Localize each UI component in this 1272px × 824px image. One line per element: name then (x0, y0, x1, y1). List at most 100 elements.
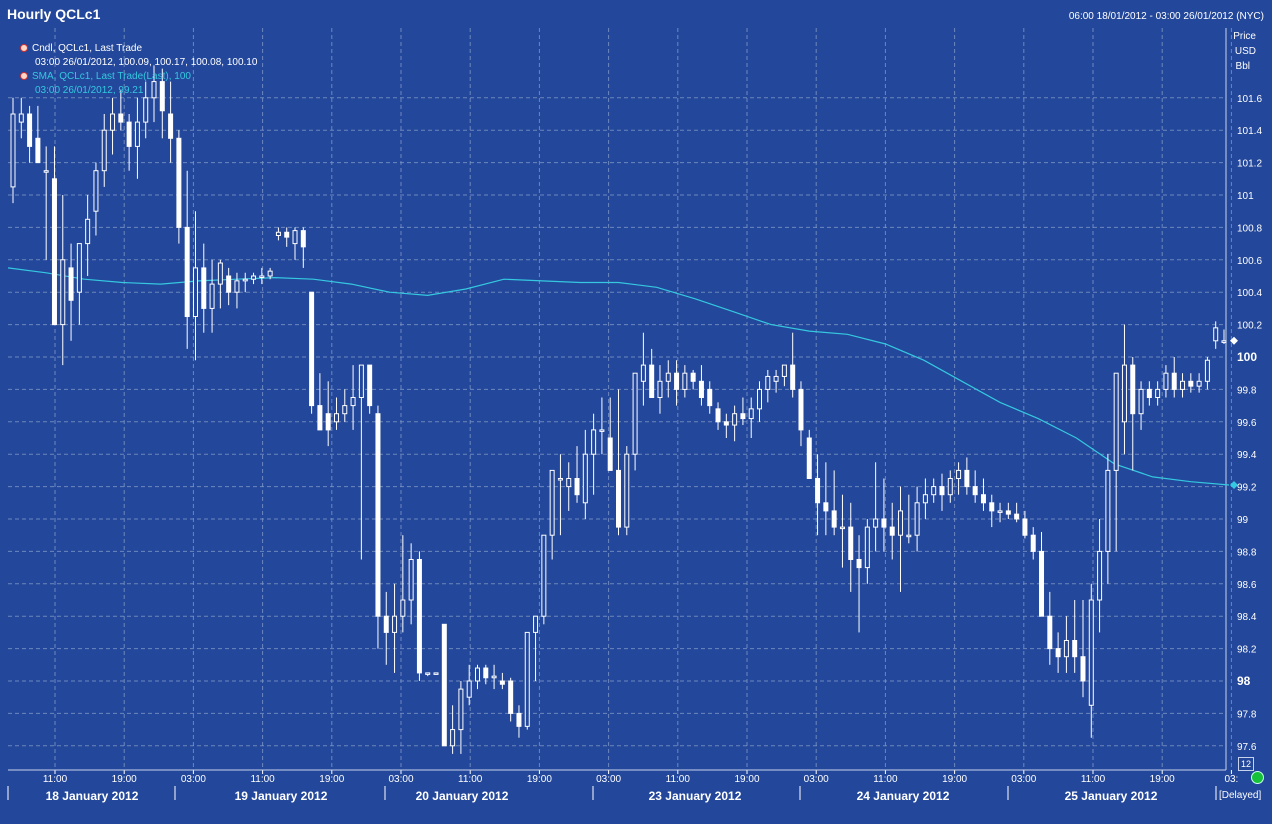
candle-body (284, 231, 290, 238)
candle-body (275, 231, 281, 236)
legend-sma-values: 03:00 26/01/2012, 99.21 (35, 85, 144, 96)
y-tick-label: 99.8 (1237, 385, 1257, 396)
candle-body (541, 534, 547, 617)
candle-legend-dot-icon (20, 44, 28, 53)
candle-body (10, 113, 16, 188)
candle-body (1171, 372, 1177, 390)
candle-body (483, 667, 489, 679)
y-tick-label: 100.4 (1237, 288, 1262, 299)
x-tick-label: 19:00 (942, 774, 967, 785)
candle-body (292, 230, 298, 245)
candle-body (1088, 599, 1094, 706)
candle-body (267, 270, 273, 277)
date-label: 19 January 2012 (235, 789, 328, 803)
y-tick-label: 101.6 (1237, 94, 1262, 105)
candle-body (757, 388, 763, 410)
last-value-markers (1230, 336, 1238, 489)
legend-candle[interactable]: Cndl, QCLc1, Last Trade (20, 43, 142, 54)
candle-body (68, 267, 74, 301)
y-tick-label: 97.8 (1237, 709, 1257, 720)
y-tick-label: 100.2 (1237, 321, 1262, 332)
y-tick-label: 98.2 (1237, 645, 1257, 656)
candle-body (956, 469, 962, 479)
candle-body (1063, 640, 1069, 658)
candle-body (51, 178, 57, 326)
y-tick-label: 99.2 (1237, 483, 1257, 494)
candle-body (815, 478, 821, 504)
x-tick-label: 11:00 (666, 774, 691, 785)
x-axis: 11:00 19:00 03:00 11:00 19:00 03:00 11:00 19:00… (8, 769, 1238, 785)
candle-body (624, 453, 630, 528)
x-tick-label: 19:00 (319, 774, 344, 785)
sma-legend-dot-icon (20, 72, 28, 81)
sma-series (7, 267, 1230, 486)
legend-candle-values: 03:00 26/01/2012, 100.09, 100.17, 100.08… (35, 57, 258, 68)
y-tick-label: 101.2 (1237, 159, 1262, 170)
candle-body (557, 478, 563, 481)
candle-body (566, 478, 572, 488)
sma-line (7, 267, 1230, 486)
legend-sma[interactable]: SMA, QCLc1, Last Trade(Last), 100 (20, 71, 191, 82)
candle-body (27, 113, 33, 147)
x-tick-label: 19:00 (734, 774, 759, 785)
candle-body (1080, 656, 1086, 682)
candle-body (582, 453, 588, 504)
candle-body (698, 380, 704, 398)
candle-body (450, 729, 456, 747)
date-label: 23 January 2012 (649, 789, 742, 803)
candle-body (491, 675, 497, 679)
candle-body (168, 113, 174, 139)
candle-body (1130, 364, 1136, 415)
candle-body (1072, 640, 1078, 658)
candle-body (151, 81, 157, 99)
candle-body (765, 375, 771, 390)
x-tick-label: 11:00 (873, 774, 898, 785)
candle-body (549, 469, 555, 536)
x-tick-label: 11:00 (250, 774, 275, 785)
date-axis: 18 January 2012 19 January 2012 20 January… (7, 786, 1217, 803)
candle-body (922, 494, 928, 504)
candle-body (599, 429, 605, 432)
date-label: 20 January 2012 (416, 789, 509, 803)
candle-body (134, 121, 140, 147)
date-label: 24 January 2012 (857, 789, 950, 803)
candle-body (723, 421, 729, 426)
x-tick-label: 11:00 (458, 774, 483, 785)
candle-body (898, 510, 904, 536)
candle-body (416, 559, 422, 674)
plot-area (8, 28, 1226, 770)
x-tick-label: 19:00 (527, 774, 552, 785)
candle-body (674, 372, 680, 390)
candle-body (317, 405, 323, 431)
candle-body (143, 97, 149, 123)
candle-body (325, 413, 331, 431)
candle-body (35, 137, 41, 164)
x-tick-label: 19:00 (1150, 774, 1175, 785)
candle-body (118, 113, 124, 123)
candle-body (226, 275, 232, 293)
candle-body (873, 518, 879, 528)
x-tick-label: 03:00 (1011, 774, 1036, 785)
periods-badge[interactable]: 12 (1238, 757, 1254, 771)
candle-body (972, 486, 978, 496)
candle-body (790, 364, 796, 390)
candle-body (1155, 388, 1161, 398)
candle-body (947, 478, 953, 496)
y-tick-label: 101.4 (1237, 126, 1262, 137)
candle-body (499, 680, 505, 685)
candle-body (914, 502, 920, 536)
candle-body (358, 364, 364, 399)
x-tick-label: 19:00 (112, 774, 137, 785)
candle-body (441, 623, 447, 747)
legend-candle-name: Cndl, QCLc1, Last Trade (32, 43, 143, 54)
candle-body (184, 226, 190, 317)
candle-body (798, 388, 804, 431)
candle-body (748, 408, 754, 420)
candle-body (980, 494, 986, 504)
candle-body (93, 170, 99, 212)
candle-body (1138, 388, 1144, 415)
candle-body (1180, 380, 1186, 390)
candle-body (1213, 327, 1219, 342)
